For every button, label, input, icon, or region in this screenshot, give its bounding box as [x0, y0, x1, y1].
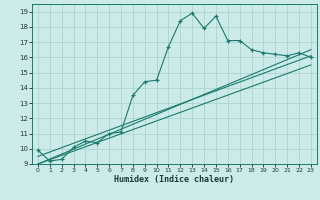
X-axis label: Humidex (Indice chaleur): Humidex (Indice chaleur) — [115, 175, 234, 184]
